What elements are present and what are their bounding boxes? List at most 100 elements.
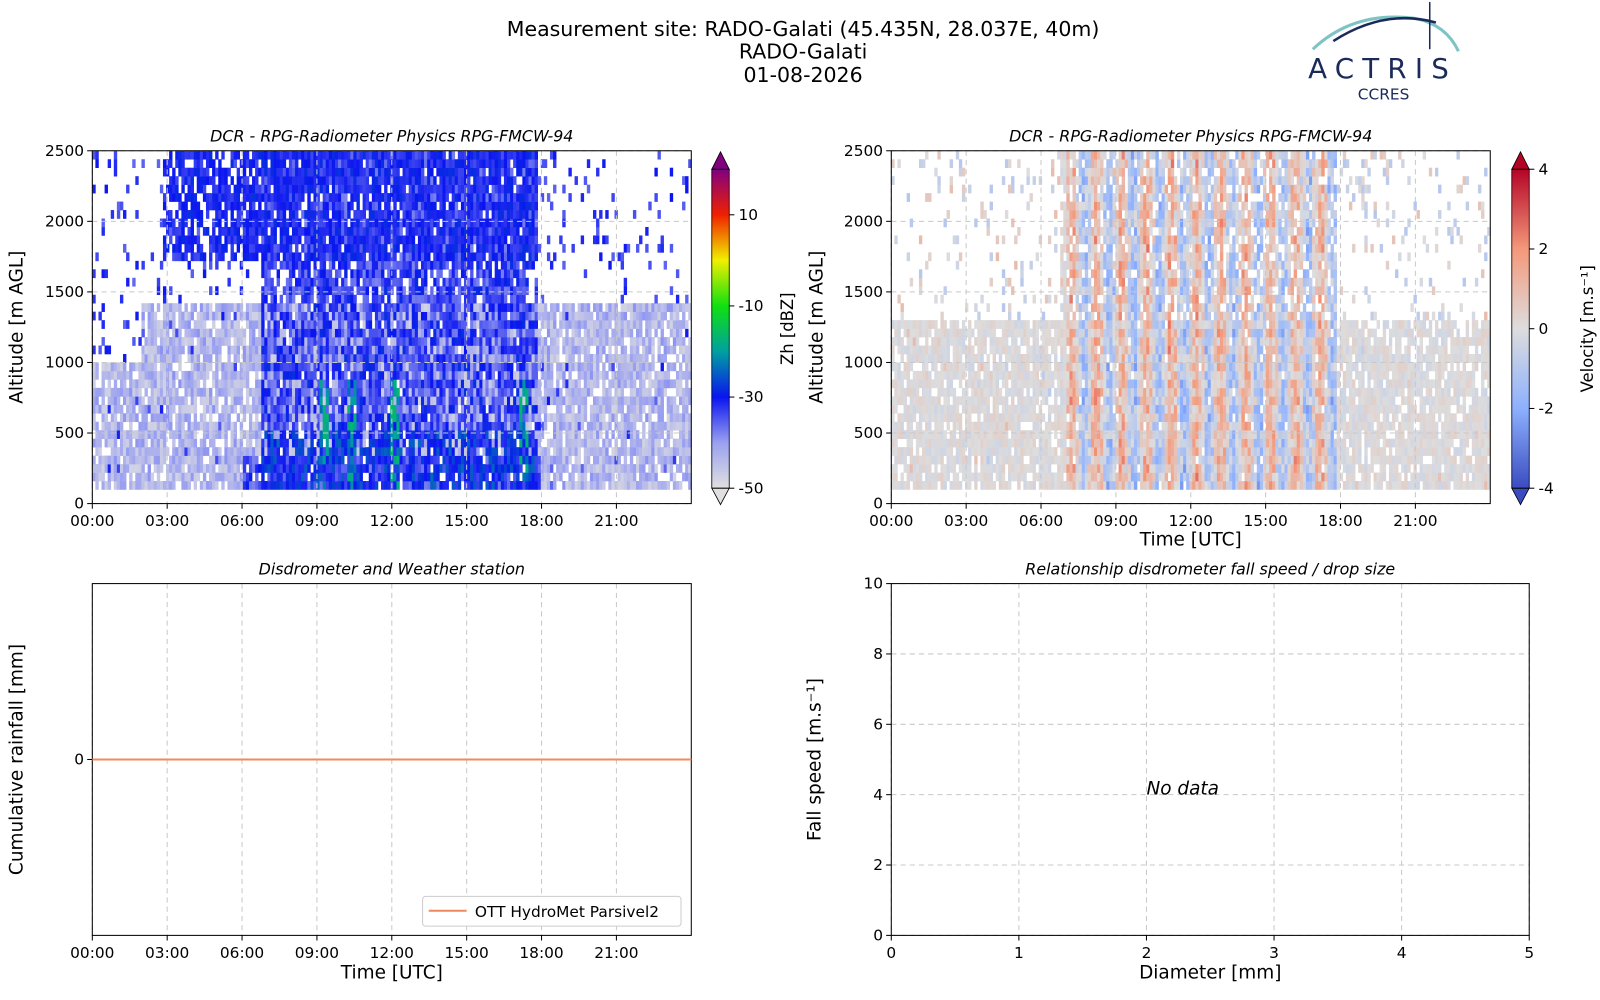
radar-pixel — [417, 396, 422, 406]
radar-pixel — [445, 226, 449, 236]
radar-pixel — [476, 193, 480, 202]
radar-pixel — [362, 201, 366, 211]
radar-pixel — [506, 337, 511, 346]
radar-pixel — [212, 472, 216, 482]
radar-pixel — [457, 286, 462, 296]
radar-pixel — [482, 320, 486, 329]
radar-pixel — [525, 396, 529, 406]
radar-pixel — [491, 294, 496, 304]
radar-pixel — [479, 413, 483, 423]
radar-pixel — [399, 421, 403, 431]
radar-pixel — [273, 362, 277, 372]
radar-pixel — [448, 370, 452, 380]
radar-pixel — [479, 159, 483, 169]
radar-pixel — [377, 260, 382, 270]
radar-pixel — [202, 353, 207, 363]
radar-pixel — [196, 337, 201, 346]
radar-pixel — [199, 481, 204, 490]
radar-pixel — [282, 404, 287, 414]
radar-pixel — [457, 413, 462, 423]
radar-pixel — [233, 396, 237, 406]
radar-pixel — [513, 320, 517, 329]
radar-pixel — [381, 150, 385, 160]
radar-pixel — [571, 353, 575, 363]
radar-pixel — [344, 438, 348, 448]
radar-pixel — [135, 379, 139, 389]
radar-pixel — [350, 218, 354, 228]
radar-pixel — [209, 201, 213, 211]
radar-pixel — [589, 353, 594, 363]
radar-pixel — [454, 252, 459, 262]
radar-pixel — [384, 260, 388, 270]
radar-pixel — [577, 447, 582, 456]
radar-pixel — [132, 396, 136, 406]
radar-pixel — [473, 286, 477, 296]
radar-pixel — [107, 362, 112, 372]
radar-pixel — [319, 328, 323, 338]
radar-pixel — [126, 277, 130, 287]
radar-pixel — [479, 345, 483, 355]
radar-pixel — [252, 396, 256, 406]
radar-pixel — [233, 159, 237, 169]
radar-pixel — [242, 404, 247, 414]
radar-pixel — [537, 387, 542, 397]
radar-pixel — [402, 345, 406, 355]
radar-pixel — [178, 226, 182, 236]
radar-pixel — [215, 260, 219, 270]
radar-pixel — [169, 481, 173, 490]
radar-pixel — [347, 481, 351, 490]
radar-pixel — [178, 447, 182, 456]
radar-pixel — [491, 159, 496, 169]
radar-pixel — [199, 447, 204, 456]
radar-pixel — [221, 226, 225, 236]
radar-pixel — [433, 243, 437, 253]
radar-pixel — [334, 159, 339, 169]
radar-pixel — [457, 464, 462, 473]
radar-pixel — [393, 201, 397, 211]
radar-pixel — [304, 438, 308, 448]
radar-pixel — [568, 303, 572, 312]
radar-pixel — [202, 379, 207, 389]
radar-pixel — [387, 438, 391, 448]
radar-pixel — [338, 167, 342, 177]
radar-pixel — [377, 184, 382, 194]
radar-pixel — [414, 176, 419, 185]
radar-pixel — [162, 396, 167, 406]
radar-pixel — [331, 277, 336, 287]
radar-pixel — [359, 303, 363, 312]
radar-pixel — [473, 421, 477, 431]
radar-pixel — [374, 379, 379, 389]
radar-pixel — [190, 430, 194, 439]
radar-pixel — [196, 464, 201, 473]
radar-pixel — [291, 430, 296, 439]
radar-pixel — [282, 379, 287, 389]
radar-pixel — [402, 243, 406, 253]
radar-pixel — [282, 421, 287, 431]
radar-pixel — [559, 472, 563, 482]
radar-pixel — [147, 396, 151, 406]
radar-pixel — [583, 328, 588, 338]
radar-pixel — [270, 167, 274, 177]
radar-pixel — [298, 269, 302, 279]
radar-pixel — [169, 345, 173, 355]
radar-pixel — [199, 413, 204, 423]
radar-pixel — [460, 404, 465, 414]
radar-pixel — [353, 421, 357, 431]
radar-pixel — [224, 404, 228, 414]
radar-pixel — [494, 252, 499, 262]
radar-pixel — [325, 269, 330, 279]
radar-pixel — [399, 226, 403, 236]
radar-pixel — [245, 438, 250, 448]
radar-pixel — [270, 430, 274, 439]
radar-pixel — [408, 438, 413, 448]
radar-pixel — [221, 430, 225, 439]
radar-pixel — [384, 159, 388, 169]
radar-pixel — [467, 404, 471, 414]
radar-pixel — [377, 167, 382, 177]
radar-pixel — [239, 311, 244, 321]
radar-pixel — [414, 210, 419, 219]
radar-pixel — [436, 413, 440, 423]
radar-pixel — [371, 345, 376, 355]
radar-pixel — [233, 328, 237, 338]
radar-pixel — [479, 260, 483, 270]
